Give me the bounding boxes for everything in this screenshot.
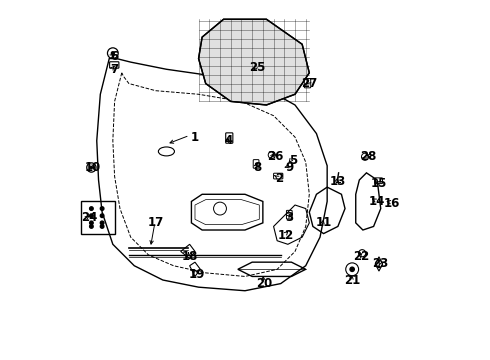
Text: 7: 7: [111, 63, 119, 76]
Text: 24: 24: [81, 211, 98, 224]
Circle shape: [111, 51, 115, 55]
Circle shape: [90, 225, 93, 228]
Text: 21: 21: [344, 274, 360, 287]
Circle shape: [100, 221, 104, 225]
Circle shape: [90, 207, 93, 210]
Text: 20: 20: [257, 277, 273, 290]
Text: 23: 23: [372, 257, 389, 270]
Circle shape: [100, 207, 104, 210]
Text: 13: 13: [330, 175, 346, 188]
Text: 11: 11: [316, 216, 332, 229]
Text: 5: 5: [289, 154, 297, 167]
Circle shape: [349, 266, 355, 272]
Circle shape: [100, 225, 104, 228]
Circle shape: [90, 166, 93, 169]
Text: 14: 14: [369, 195, 385, 208]
Text: 4: 4: [225, 134, 233, 147]
Circle shape: [90, 221, 93, 225]
Text: 16: 16: [383, 197, 400, 210]
Text: 22: 22: [353, 250, 369, 263]
Polygon shape: [198, 19, 309, 105]
Circle shape: [90, 214, 93, 217]
Text: 18: 18: [181, 250, 198, 263]
Text: 8: 8: [253, 161, 262, 174]
Text: 12: 12: [278, 229, 294, 242]
Text: 9: 9: [286, 161, 294, 174]
Text: 17: 17: [147, 216, 164, 229]
Text: 6: 6: [110, 50, 119, 63]
Text: 26: 26: [267, 150, 284, 163]
Text: 3: 3: [286, 211, 294, 224]
Text: 27: 27: [301, 77, 318, 90]
Text: 15: 15: [371, 177, 387, 190]
Text: 10: 10: [85, 161, 101, 174]
Text: 19: 19: [189, 268, 205, 281]
Text: 28: 28: [360, 150, 376, 163]
Circle shape: [100, 214, 104, 217]
Text: 1: 1: [191, 131, 199, 144]
Text: 2: 2: [275, 172, 283, 185]
Text: 25: 25: [249, 61, 266, 74]
